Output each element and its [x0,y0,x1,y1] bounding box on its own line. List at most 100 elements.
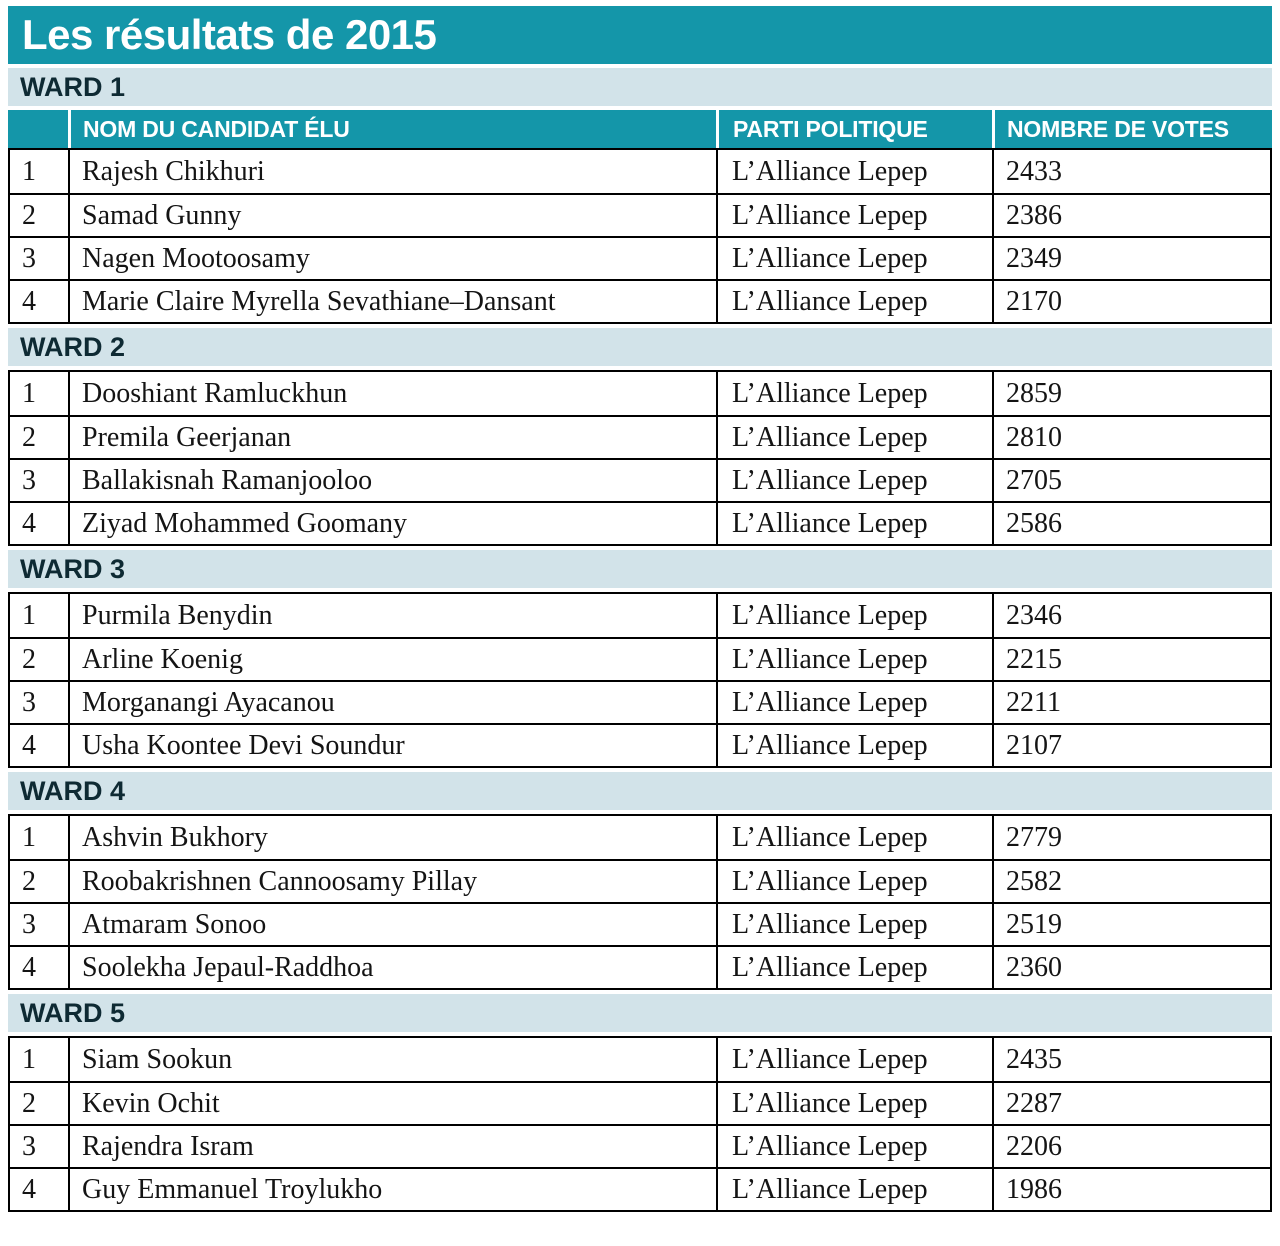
cell-party: L’Alliance Lepep [716,861,992,902]
cell-votes: 2287 [992,1083,1270,1124]
cell-candidate-name: Siam Sookun [68,1038,716,1081]
column-header-row: NOM DU CANDIDAT ÉLU PARTI POLITIQUE NOMBRE… [8,110,1272,148]
cell-candidate-name: Nagen Mootoosamy [68,238,716,279]
cell-rank: 3 [22,464,36,496]
cell-votes: 1986 [992,1169,1270,1210]
ward-header: WARD 4 [8,772,1272,810]
cell-candidate-name: Ziyad Mohammed Goomany [68,503,716,544]
cell-rank: 4 [22,285,36,317]
cell-rank: 3 [22,908,36,940]
cell-party: L’Alliance Lepep [716,281,992,322]
cell-candidate-name: Premila Geerjanan [68,417,716,458]
cell-party: L’Alliance Lepep [716,417,992,458]
ward-header: WARD 2 [8,328,1272,366]
cell-candidate-name: Guy Emmanuel Troylukho [68,1169,716,1210]
cell-rank: 1 [22,1043,36,1075]
cell-party: L’Alliance Lepep [716,725,992,766]
cell-party: L’Alliance Lepep [716,1038,992,1081]
column-header-index [8,110,68,148]
cell-rank: 3 [22,1130,36,1162]
table-row: 3 Nagen Mootoosamy L’Alliance Lepep 2349 [10,236,1270,279]
ward-label: WARD 4 [20,775,126,806]
table-row: 4 Soolekha Jepaul-Raddhoa L’Alliance Lepep… [10,945,1270,988]
cell-votes: 2107 [992,725,1270,766]
ward-rows: 1 Dooshiant Ramluckhun L’Alliance Lepep 285… [8,370,1272,546]
cell-votes: 2349 [992,238,1270,279]
table-row: 1 Rajesh Chikhuri L’Alliance Lepep 2433 [10,150,1270,193]
cell-rank: 3 [22,686,36,718]
cell-party: L’Alliance Lepep [716,503,992,544]
cell-party: L’Alliance Lepep [716,947,992,988]
table-row: 2 Samad Gunny L’Alliance Lepep 2386 [10,193,1270,236]
cell-candidate-name: Roobakrishnen Cannoosamy Pillay [68,861,716,902]
cell-votes: 2435 [992,1038,1270,1081]
cell-rank: 4 [22,729,36,761]
cell-votes: 2206 [992,1126,1270,1167]
cell-candidate-name: Ballakisnah Ramanjooloo [68,460,716,501]
ward-rows: 1 Siam Sookun L’Alliance Lepep 2435 2 Kevin O… [8,1036,1272,1212]
table-row: 2 Roobakrishnen Cannoosamy Pillay L’Allian… [10,859,1270,902]
cell-rank: 4 [22,1173,36,1205]
table-row: 2 Arline Koenig L’Alliance Lepep 2215 [10,637,1270,680]
table-row: 1 Purmila Benydin L’Alliance Lepep 2346 [10,594,1270,637]
cell-votes: 2386 [992,195,1270,236]
title-bar: Les résultats de 2015 [8,6,1272,64]
cell-candidate-name: Purmila Benydin [68,594,716,637]
table-row: 1 Siam Sookun L’Alliance Lepep 2435 [10,1038,1270,1081]
ward-rows: 1 Purmila Benydin L’Alliance Lepep 2346 2 Arl… [8,592,1272,768]
cell-party: L’Alliance Lepep [716,195,992,236]
table-row: 1 Dooshiant Ramluckhun L’Alliance Lepep 285… [10,372,1270,415]
cell-party: L’Alliance Lepep [716,1126,992,1167]
cell-votes: 2582 [992,861,1270,902]
table-row: 4 Guy Emmanuel Troylukho L’Alliance Lepep 1… [10,1167,1270,1210]
cell-rank: 1 [22,599,36,631]
cell-party: L’Alliance Lepep [716,150,992,193]
cell-rank: 1 [22,155,36,187]
column-header-votes: NOMBRE DE VOTES [992,110,1272,148]
cell-votes: 2211 [992,682,1270,723]
cell-votes: 2705 [992,460,1270,501]
cell-votes: 2779 [992,816,1270,859]
cell-party: L’Alliance Lepep [716,238,992,279]
table-row: 4 Ziyad Mohammed Goomany L’Alliance Lepep 2… [10,501,1270,544]
cell-candidate-name: Morganangi Ayacanou [68,682,716,723]
cell-candidate-name: Rajendra Isram [68,1126,716,1167]
cell-rank: 4 [22,507,36,539]
cell-rank: 1 [22,377,36,409]
cell-candidate-name: Kevin Ochit [68,1083,716,1124]
cell-rank: 2 [22,643,36,675]
table-row: 3 Atmaram Sonoo L’Alliance Lepep 2519 [10,902,1270,945]
table-row: 2 Premila Geerjanan L’Alliance Lepep 2810 [10,415,1270,458]
ward-header: WARD 5 [8,994,1272,1032]
cell-votes: 2360 [992,947,1270,988]
page-title: Les résultats de 2015 [22,11,437,58]
results-infographic: Les résultats de 2015 WARD 1 NOM DU CANDI… [8,6,1272,1212]
cell-rank: 1 [22,821,36,853]
cell-party: L’Alliance Lepep [716,594,992,637]
ward-label: WARD 2 [20,331,126,362]
cell-candidate-name: Marie Claire Myrella Sevathiane–Dansant [68,281,716,322]
column-header-name: NOM DU CANDIDAT ÉLU [68,110,716,148]
table-row: 1 Ashvin Bukhory L’Alliance Lepep 2779 [10,816,1270,859]
cell-party: L’Alliance Lepep [716,1169,992,1210]
cell-candidate-name: Usha Koontee Devi Soundur [68,725,716,766]
ward-header: WARD 3 [8,550,1272,588]
cell-candidate-name: Rajesh Chikhuri [68,150,716,193]
cell-candidate-name: Soolekha Jepaul-Raddhoa [68,947,716,988]
table-row: 3 Morganangi Ayacanou L’Alliance Lepep 2211 [10,680,1270,723]
cell-candidate-name: Dooshiant Ramluckhun [68,372,716,415]
ward-rows: 1 Rajesh Chikhuri L’Alliance Lepep 2433 2 Sam… [8,148,1272,324]
cell-candidate-name: Arline Koenig [68,639,716,680]
table-row: 2 Kevin Ochit L’Alliance Lepep 2287 [10,1081,1270,1124]
cell-party: L’Alliance Lepep [716,639,992,680]
cell-rank: 4 [22,951,36,983]
cell-party: L’Alliance Lepep [716,1083,992,1124]
ward-header: WARD 1 [8,68,1272,106]
cell-rank: 3 [22,242,36,274]
cell-votes: 2859 [992,372,1270,415]
cell-candidate-name: Samad Gunny [68,195,716,236]
cell-party: L’Alliance Lepep [716,682,992,723]
cell-party: L’Alliance Lepep [716,372,992,415]
cell-party: L’Alliance Lepep [716,816,992,859]
cell-rank: 2 [22,1087,36,1119]
